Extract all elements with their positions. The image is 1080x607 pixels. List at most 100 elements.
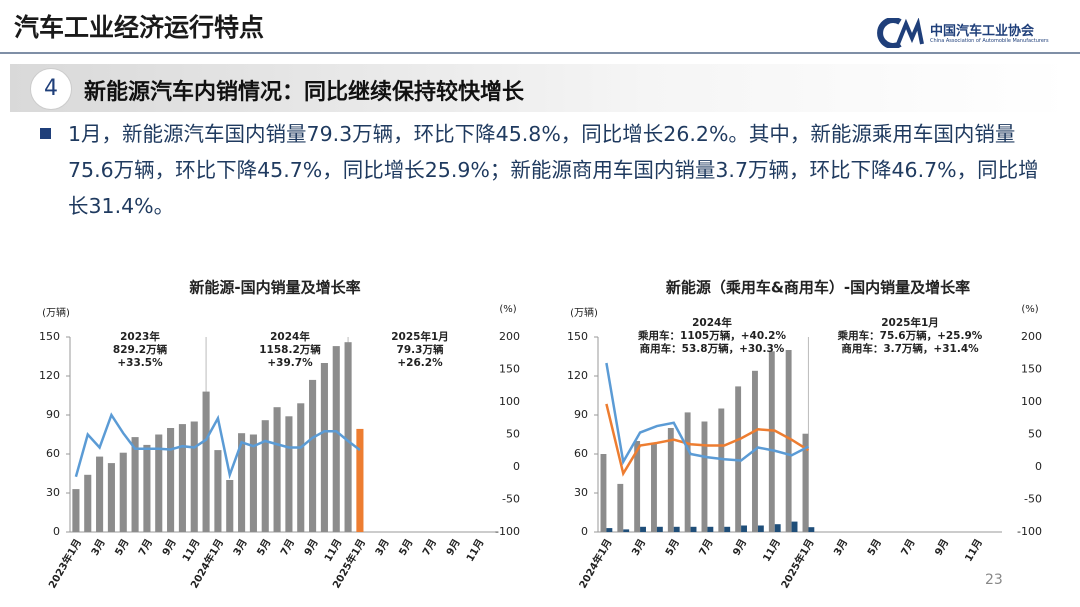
bar [96,456,104,532]
x-tick-label: 2025年1月 [778,537,817,591]
y-tick-label: 90 [46,408,60,421]
logo [877,18,924,48]
x-tick-label: 11月 [464,537,486,564]
header-rule [0,52,1080,54]
x-tick-label: 9月 [932,537,951,558]
x-tick-label: 11月 [322,537,344,564]
bar [72,489,80,532]
x-tick-label: 3月 [231,537,250,558]
x-tick-label: 7月 [899,537,918,558]
x-tick-label: 7月 [697,537,716,558]
line [605,403,810,477]
slide-title: 汽车工业经济运行特点 [14,13,265,42]
bar [634,441,641,532]
annotation: 商用车：53.8万辆，+30.3% [640,342,785,355]
y-axis-unit: (万辆) [42,306,70,319]
y2-tick-label: -100 [495,525,520,538]
y2-tick-label: 0 [513,460,520,473]
y-tick-label: 150 [39,330,60,343]
bar [667,428,674,532]
y2-tick-label: 100 [499,395,520,408]
annotation: +39.7% [267,357,313,369]
y-tick-label: 60 [46,447,60,460]
bar [752,370,758,532]
annotation: 829.2万辆 [113,343,168,356]
bar [131,437,139,532]
y-tick-label: 60 [574,447,588,460]
bar [600,454,607,532]
bullet-marker [40,128,51,139]
bar [143,444,151,532]
bar [344,342,352,532]
bar [707,526,714,532]
x-tick-label: 2023年1月 [45,537,84,591]
page-number: 23 [985,572,1003,588]
bar [741,525,747,532]
y2-tick-label: 50 [506,428,520,441]
annotation: 2024年 [270,330,310,343]
bar [718,408,725,532]
bar [768,351,775,532]
bar [617,483,624,532]
bar [297,403,305,532]
bullet-text: 1月，新能源汽车国内销量79.3万辆，环比下降45.8%，同比增长26.2%。其… [68,122,1039,218]
bar [320,363,328,532]
bar [202,391,210,532]
y2-tick-label: -50 [502,493,520,506]
line [605,362,809,466]
org-subtitle: China Association of Automobile Manufact… [930,38,1049,44]
bar [757,525,764,532]
y2-tick-label: -100 [1017,525,1042,538]
y2-tick-label: 200 [1021,330,1042,343]
y-tick-label: 30 [46,486,60,499]
x-tick-label: 11月 [761,537,783,564]
x-tick-label: 11月 [963,537,985,564]
bar [808,527,815,532]
chart-title: 新能源（乘用车&商用车）-国内销量及增长率 [666,279,970,297]
y-tick-label: 150 [567,330,588,343]
section-number: 4 [30,68,72,110]
annotation: +33.5% [117,357,163,369]
bar [651,443,657,532]
annotation: 商用车：3.7万辆，+31.4% [841,342,979,355]
bar [684,412,691,532]
bar [623,529,630,532]
x-tick-label: 7月 [278,537,297,558]
annotation: +26.2% [397,357,443,369]
bar [178,424,186,532]
annotation: 2023年 [120,330,160,343]
bar [791,521,798,532]
bar [309,379,317,532]
annotation: 乘用车：75.6万辆，+25.9% [837,329,983,342]
y-axis-unit: (万辆) [570,306,598,319]
bar [785,350,792,532]
y2-tick-label: 150 [1021,363,1042,376]
x-tick-label: 3月 [89,537,108,558]
bar [190,421,198,532]
y2-tick-label: 50 [1028,428,1042,441]
bar [119,452,127,532]
x-tick-label: 7月 [136,537,155,558]
bar [84,474,92,532]
bar [724,526,731,532]
bar [332,346,340,532]
bar [155,434,163,532]
x-tick-label: 3月 [629,537,648,558]
x-tick-label: 5月 [255,537,274,558]
y2-axis-unit: (%) [1021,304,1038,315]
y2-tick-label: 150 [499,363,520,376]
annotation: 2025年1月 [881,316,939,329]
bar [673,526,680,532]
y2-tick-label: 100 [1021,395,1042,408]
section-title: 新能源汽车内销情况：同比继续保持较快增长 [84,80,525,105]
bar [690,526,697,532]
line [74,412,361,480]
bar [701,421,708,532]
x-tick-label: 7月 [420,537,439,558]
x-tick-label: 5月 [865,537,884,558]
y-tick-label: 0 [53,525,60,538]
bar [606,528,613,532]
y-tick-label: 90 [574,408,588,421]
